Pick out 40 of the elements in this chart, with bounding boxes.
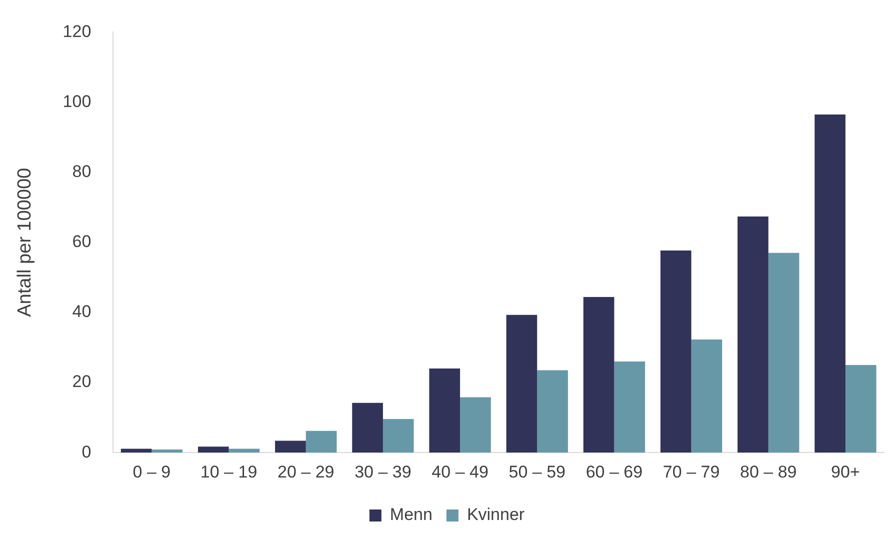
bar bbox=[382, 418, 414, 453]
bar bbox=[120, 448, 152, 453]
bar bbox=[352, 402, 383, 453]
x-tick-label: 40 – 49 bbox=[432, 462, 488, 482]
bar bbox=[768, 252, 800, 453]
y-tick-label: 80 bbox=[72, 162, 92, 182]
bar bbox=[537, 370, 568, 453]
bar bbox=[660, 250, 692, 453]
x-tick-label: 20 – 29 bbox=[278, 462, 334, 482]
y-tick-label: 40 bbox=[72, 302, 92, 322]
bar bbox=[691, 339, 722, 453]
y-tick-label: 20 bbox=[72, 372, 92, 392]
bar bbox=[814, 114, 846, 453]
bar bbox=[198, 446, 229, 453]
y-tick-label: 100 bbox=[62, 92, 92, 111]
bar bbox=[614, 362, 646, 453]
x-tick-label: 50 – 59 bbox=[508, 462, 566, 482]
y-axis-title: Antall per 100000 bbox=[14, 168, 36, 317]
x-tick-label: 60 – 69 bbox=[586, 462, 643, 482]
bar bbox=[275, 440, 306, 453]
bar bbox=[738, 216, 768, 453]
bar bbox=[152, 449, 183, 453]
bar bbox=[506, 314, 538, 453]
bar bbox=[429, 368, 460, 453]
x-tick-label: 80 – 89 bbox=[740, 462, 797, 482]
bar bbox=[460, 397, 491, 453]
bar bbox=[306, 430, 337, 453]
y-tick-label: 120 bbox=[62, 22, 92, 41]
bar bbox=[228, 448, 260, 453]
x-tick-label: 0 – 9 bbox=[132, 462, 171, 482]
bar bbox=[845, 365, 876, 453]
bar bbox=[583, 297, 614, 453]
y-tick-label: 60 bbox=[72, 232, 92, 252]
legend-label: Kvinner bbox=[466, 505, 525, 524]
legend-label: Menn bbox=[390, 505, 432, 524]
x-tick-label: 10 – 19 bbox=[200, 462, 258, 482]
y-tick-label: 0 bbox=[82, 442, 92, 462]
x-tick-label: 90+ bbox=[831, 462, 860, 482]
x-tick-label: 30 – 39 bbox=[354, 462, 412, 482]
x-tick-label: 70 – 79 bbox=[662, 462, 720, 482]
